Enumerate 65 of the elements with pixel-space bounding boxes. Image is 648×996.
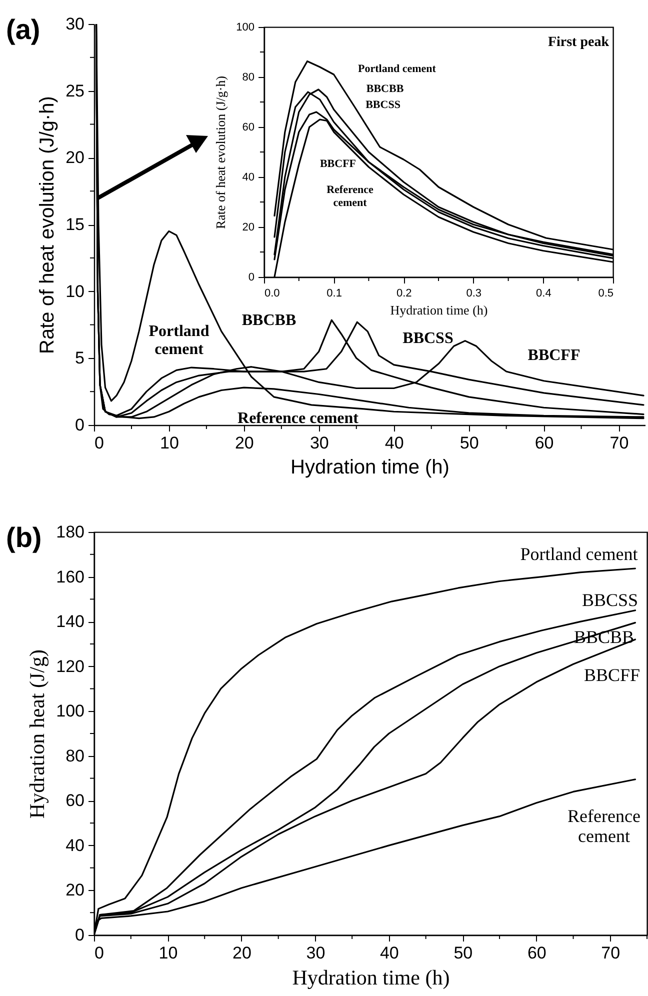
x-tick-label: 0 <box>94 944 104 962</box>
chart-title: (b) <box>6 522 42 553</box>
y-axis-title: Rate of heat evolution (J/g·h) <box>36 96 59 354</box>
annotation: BBCSS <box>366 99 400 111</box>
y-tick-label: 20 <box>66 880 84 900</box>
annotation: BBCFF <box>528 347 580 364</box>
x-tick-label: 0.2 <box>396 288 412 300</box>
x-tick-label: 0.3 <box>466 288 482 300</box>
x-tick-label: 70 <box>610 434 629 452</box>
annotation: BBCSS <box>402 330 454 347</box>
annotation: Portland cement <box>358 63 436 75</box>
x-tick-label: 40 <box>380 944 399 962</box>
annotation: First peak <box>548 35 610 50</box>
annotation: Portland cement <box>520 544 638 564</box>
x-tick-label: 30 <box>310 434 329 452</box>
x-tick-label: 40 <box>384 434 404 452</box>
y-tick-label: 25 <box>66 81 84 100</box>
y-tick-label: 140 <box>56 612 84 632</box>
y-tick-label: 20 <box>66 148 84 168</box>
x-tick-label: 0.1 <box>326 288 342 300</box>
x-tick-label: 60 <box>534 434 554 452</box>
x-tick-label: 70 <box>601 944 620 962</box>
y-tick-label: 20 <box>242 222 254 234</box>
annotation: BBCBB <box>366 83 404 95</box>
y-tick-label: 40 <box>66 836 84 855</box>
y-tick-label: 0 <box>75 416 84 434</box>
y-tick-label: 40 <box>242 172 254 184</box>
x-axis-title: Hydration time (h) <box>292 966 450 990</box>
x-tick-label: 30 <box>306 944 326 962</box>
x-tick-label: 0.4 <box>536 288 552 300</box>
y-tick-label: 0 <box>75 926 84 944</box>
x-axis-title: Hydration time (h) <box>390 302 488 318</box>
annotation: Reference cement <box>568 806 640 846</box>
x-tick-label: 0.5 <box>598 288 614 300</box>
x-tick-label: 0.0 <box>264 288 280 300</box>
y-axis-title: Rate of heat evolution (J/g·h) <box>213 76 228 230</box>
y-tick-label: 15 <box>66 215 84 234</box>
y-tick-label: 60 <box>66 791 84 810</box>
annotation: Reference cement <box>326 184 374 209</box>
y-tick-label: 60 <box>242 122 254 134</box>
x-tick-label: 50 <box>460 434 479 452</box>
annotation: BBCBB <box>242 312 296 329</box>
x-tick-label: 50 <box>454 944 473 962</box>
y-tick-label: 100 <box>236 22 254 34</box>
annotation: BBCFF <box>320 158 356 170</box>
annotation: BBCSS <box>582 590 638 610</box>
x-tick-label: 10 <box>158 944 178 962</box>
y-tick-label: 160 <box>56 567 84 586</box>
annotation: Reference cement <box>238 410 360 427</box>
chart-title: (a) <box>6 14 40 45</box>
y-tick-label: 0 <box>248 272 254 284</box>
y-tick-label: 80 <box>242 72 254 84</box>
y-tick-label: 30 <box>66 14 84 34</box>
annotation: Portland cement <box>148 323 210 358</box>
y-tick-label: 80 <box>66 746 84 766</box>
y-axis-title: Hydration heat (J/g) <box>25 649 50 819</box>
y-tick-label: 120 <box>56 656 84 676</box>
x-tick-label: 10 <box>160 434 179 452</box>
x-tick-label: 60 <box>527 944 546 962</box>
y-tick-label: 100 <box>56 702 84 721</box>
y-tick-label: 5 <box>75 348 84 368</box>
annotation: BBCFF <box>584 665 640 685</box>
x-tick-label: 0 <box>94 434 104 452</box>
x-axis-title: Hydration time (h) <box>290 456 450 478</box>
y-tick-label: 180 <box>56 522 84 542</box>
